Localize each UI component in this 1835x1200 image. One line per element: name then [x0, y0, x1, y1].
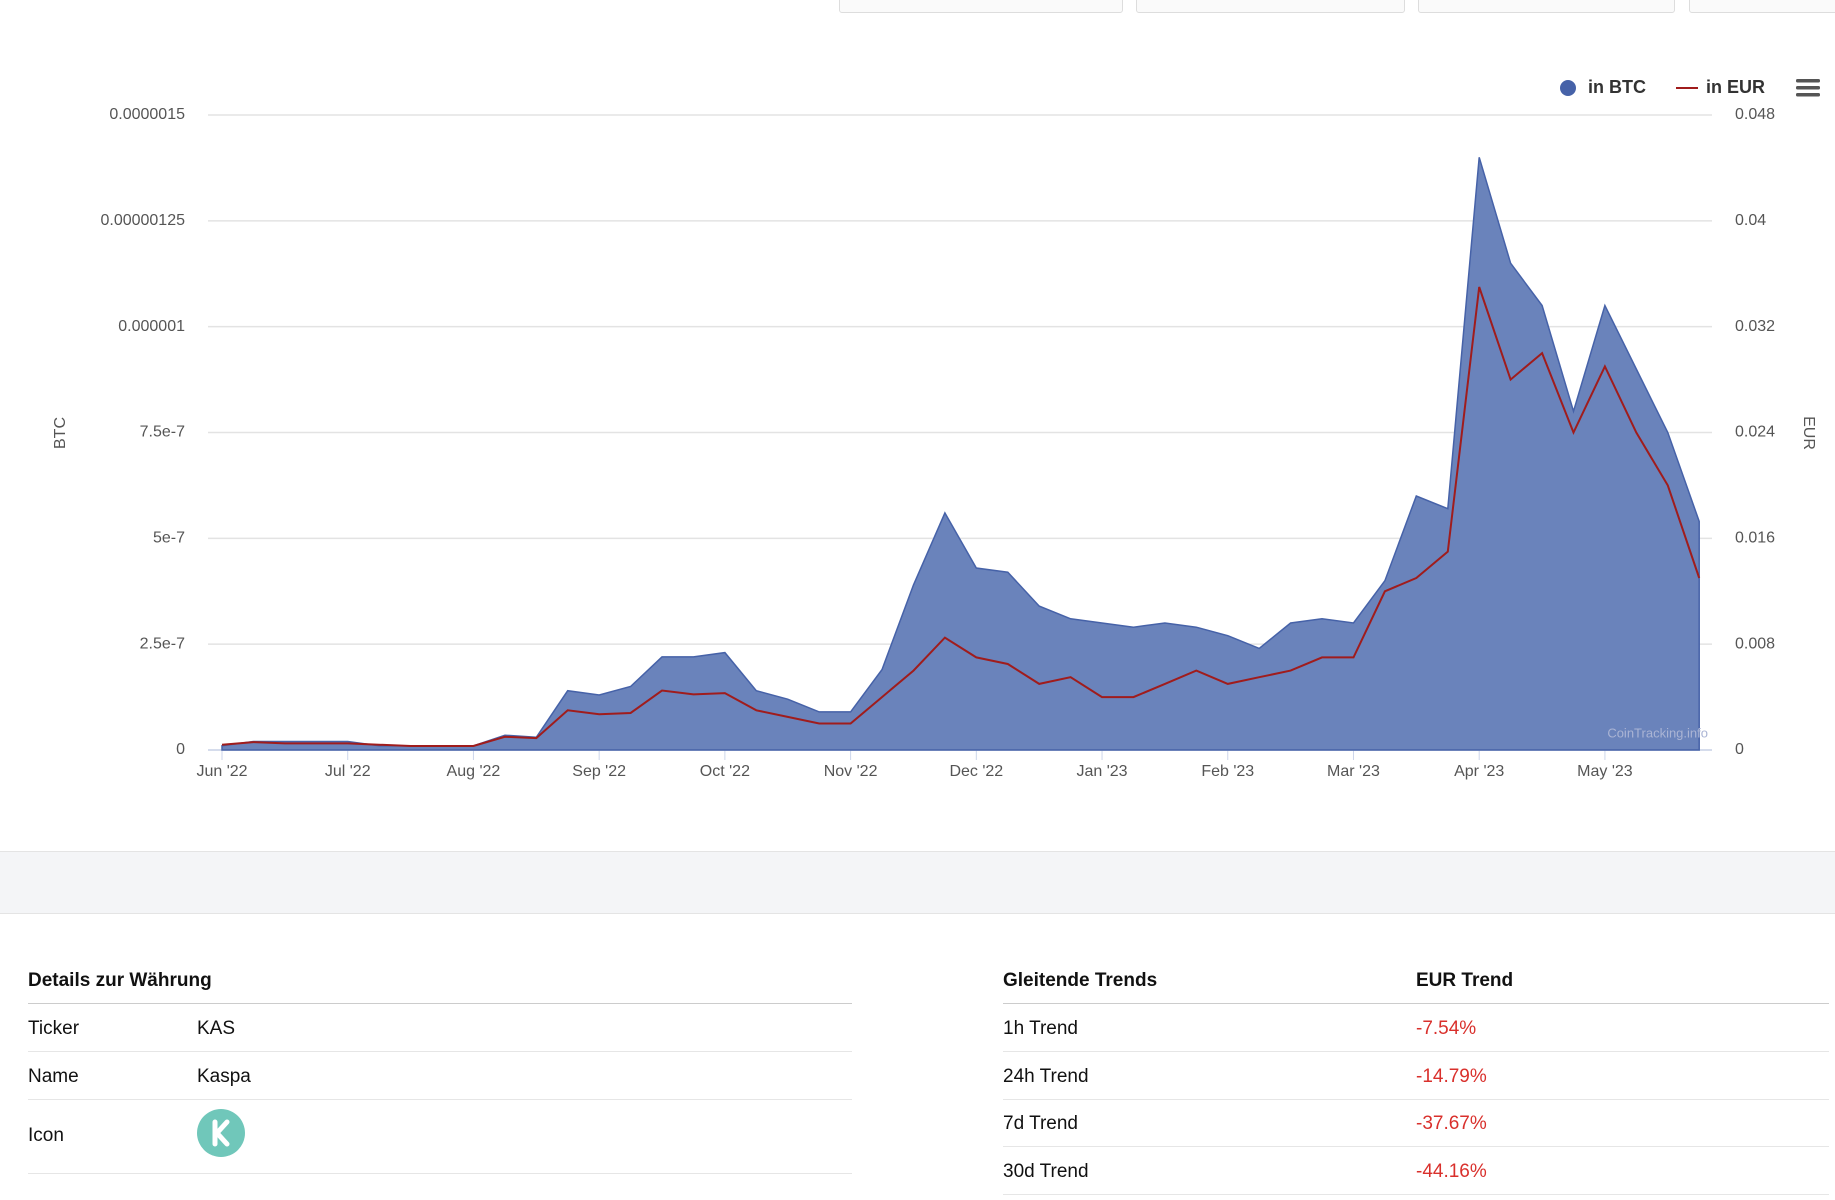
row-value: Kaspa [197, 1066, 251, 1087]
chart: BTC EUR 0 2.5e-7 5e-7 7.5e-7 0.000001 0.00000… [52, 77, 1820, 780]
y2-tick-label: 0.008 [1735, 635, 1775, 652]
x-tick-label: Nov '22 [824, 763, 878, 780]
x-tick-label: May '23 [1577, 763, 1633, 780]
x-tick-label: Jul '22 [325, 763, 371, 780]
x-tick-label: Mar '23 [1327, 763, 1380, 780]
divider [1003, 1003, 1829, 1004]
row-value: -14.79% [1416, 1065, 1487, 1087]
y-tick-label: 5e-7 [153, 530, 185, 547]
x-tick-label: Dec '22 [949, 763, 1003, 780]
y-axis-title: BTC [52, 417, 69, 449]
x-tick-label: Feb '23 [1201, 763, 1254, 780]
legend-label: in BTC [1588, 77, 1646, 97]
y-tick-label: 2.5e-7 [140, 635, 185, 652]
legend-label: in EUR [1706, 77, 1765, 97]
column-header: EUR Trend [1416, 970, 1514, 991]
divider [1003, 1098, 1829, 1100]
x-tick-label: Oct '22 [700, 763, 750, 780]
y2-tick-label: 0.032 [1735, 318, 1775, 335]
y2-tick-label: 0.04 [1735, 212, 1766, 229]
divider [28, 1003, 852, 1004]
x-tick-label: Sep '22 [572, 763, 626, 780]
x-tick-label: Apr '23 [1454, 763, 1504, 780]
row-label: Ticker [28, 1018, 80, 1039]
y-tick-label: 7.5e-7 [140, 424, 185, 441]
row-value: -7.54% [1416, 1018, 1477, 1039]
x-tick-label: Jan '23 [1076, 763, 1127, 780]
y2-tick-label: 0 [1735, 741, 1744, 758]
divider [1003, 1146, 1829, 1147]
x-tick-label: Jun '22 [196, 763, 247, 780]
y2-axis-title: EUR [1800, 416, 1817, 450]
row-value: -37.67% [1416, 1113, 1487, 1134]
y-tick-label: 0 [176, 741, 185, 758]
eur-line [221, 286, 1701, 747]
x-tick-label: Aug '22 [447, 763, 501, 780]
y2-tick-label: 0.024 [1735, 424, 1775, 441]
row-value: KAS [197, 1018, 236, 1039]
legend-marker [1560, 80, 1576, 96]
divider [1003, 1051, 1829, 1052]
menu-icon[interactable] [1796, 79, 1820, 97]
row-label: Name [28, 1066, 79, 1087]
divider [28, 1173, 852, 1174]
row-label: 24h Trend [1003, 1065, 1089, 1087]
coin-icon [197, 1109, 245, 1157]
button[interactable] [1418, 0, 1675, 13]
separator [0, 851, 1835, 914]
row-label: 30d Trend [1003, 1160, 1089, 1182]
row-value: -44.16% [1416, 1160, 1487, 1182]
section-title: Details zur Währung [28, 970, 212, 991]
y2-tick-label: 0.016 [1735, 530, 1775, 547]
y-tick-label: 0.0000015 [109, 106, 185, 123]
button[interactable] [1689, 0, 1835, 13]
button[interactable] [839, 0, 1123, 13]
row-label: 1h Trend [1003, 1018, 1078, 1039]
credit: CoinTracking.info [1607, 725, 1708, 740]
row-label: 7d Trend [1003, 1113, 1078, 1134]
divider [28, 1099, 852, 1100]
divider [28, 1051, 852, 1052]
y-tick-label: 0.000001 [118, 318, 185, 335]
y2-tick-label: 0.048 [1735, 106, 1775, 123]
column-header: Gleitende Trends [1003, 970, 1158, 991]
y-tick-label: 0.00000125 [100, 212, 185, 229]
divider [1003, 1193, 1829, 1195]
row-label: Icon [28, 1125, 64, 1146]
button[interactable] [1136, 0, 1405, 13]
btc-area [221, 157, 1700, 751]
